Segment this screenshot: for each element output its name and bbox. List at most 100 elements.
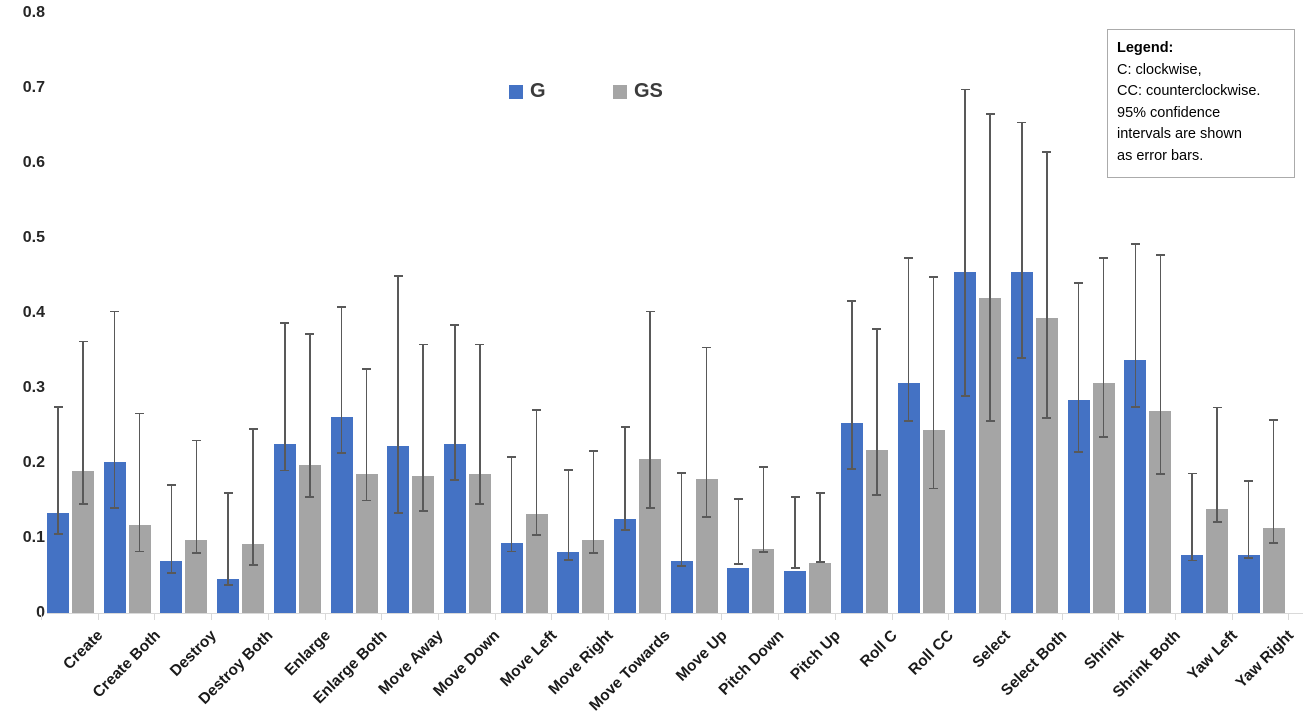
error-bar-cap-bottom: [1269, 542, 1279, 545]
bar-gs-shrink: [1092, 382, 1115, 613]
series-legend-entry-g: G: [509, 80, 546, 103]
bar-g-move-up: [670, 561, 693, 613]
error-bar-cap-bottom: [645, 507, 655, 509]
error-bar-cap-bottom: [929, 487, 938, 490]
x-axis-tick-mark: [97, 614, 99, 620]
error-bar-line: [252, 429, 254, 565]
legend-annotation-box: Legend: C: clockwise, CC: counterclockwi…: [1107, 29, 1295, 178]
error-bar-cap-top: [563, 468, 573, 471]
error-bar-cap-top: [223, 492, 233, 494]
error-bar-cap-top: [110, 310, 120, 313]
bar-gs-yaw-right: [1262, 527, 1285, 613]
x-axis-tick-mark: [154, 614, 156, 620]
error-bar-cap-top: [507, 456, 517, 458]
error-bar-line: [510, 457, 513, 552]
error-bar-cap-top: [1074, 282, 1084, 284]
bar-g-move-away: [387, 445, 410, 613]
error-bar-line: [113, 311, 116, 508]
error-bar-cap-bottom: [248, 564, 258, 566]
error-bar-line: [737, 499, 740, 565]
error-bar-cap-top: [1155, 254, 1165, 257]
bar-gs-select: [979, 298, 1002, 613]
error-bar-line: [227, 493, 229, 586]
x-axis-tick-mark: [778, 614, 780, 620]
error-bar-cap-top: [847, 300, 857, 302]
x-category-label: Yaw Right: [1233, 627, 1298, 692]
y-tick-label: 0.1: [22, 529, 45, 546]
error-bar-cap-bottom: [191, 552, 201, 554]
error-bar-line: [422, 344, 424, 511]
x-axis-tick-mark: [834, 614, 836, 620]
error-bar-cap-bottom: [1017, 357, 1027, 359]
bar-gs-shrink-both: [1149, 410, 1172, 613]
x-category-label: Enlarge: [281, 627, 334, 680]
error-bar-line: [567, 469, 570, 560]
series-gs-marker-icon: [613, 84, 627, 99]
error-bar-cap-bottom: [815, 561, 825, 563]
error-bar-line: [284, 322, 286, 471]
bar-g-select-both: [1010, 271, 1033, 613]
error-bar-cap-top: [1099, 257, 1109, 260]
x-category-label: Yaw Left: [1184, 627, 1241, 684]
error-bar-line: [57, 406, 59, 535]
error-bar-cap-top: [337, 306, 346, 308]
error-bar-cap-top: [904, 257, 913, 260]
bar-g-pitch-up: [784, 571, 807, 613]
error-bar-line: [309, 334, 311, 497]
bar-gs-create: [72, 470, 94, 613]
bar-gs-move-away: [412, 475, 435, 613]
error-bar-cap-bottom: [393, 512, 403, 515]
y-tick-label: 0: [36, 604, 45, 621]
error-bar-line: [705, 347, 708, 517]
error-bar-line: [1102, 258, 1105, 437]
error-bar-cap-bottom: [1212, 521, 1222, 524]
error-bar-cap-bottom: [790, 567, 800, 569]
bar-g-destroy-both: [217, 578, 240, 613]
error-bar-cap-bottom: [166, 572, 176, 575]
error-bar-cap-top: [450, 324, 460, 326]
error-bar-cap-top: [248, 428, 258, 431]
bar-g-enlarge-both: [330, 416, 353, 613]
error-bar-cap-top: [1017, 121, 1027, 124]
error-bar-line: [1159, 255, 1162, 475]
x-category-label: Destroy: [167, 627, 221, 680]
error-bar-cap-top: [733, 498, 743, 500]
error-bar-cap-bottom: [1187, 559, 1197, 562]
error-bar-cap-top: [790, 495, 800, 498]
x-category-label: Shrink: [1081, 627, 1128, 674]
error-bar-line: [1272, 420, 1275, 544]
x-axis-line: [47, 613, 1303, 614]
error-bar-cap-bottom: [733, 563, 743, 566]
error-bar-cap-top: [588, 450, 598, 452]
bar-g-move-towards: [614, 519, 636, 613]
error-bar-line: [1046, 151, 1048, 418]
x-category-label: Select: [969, 627, 1014, 672]
x-category-label: Roll CC: [905, 627, 958, 679]
error-bar-cap-top: [393, 275, 403, 278]
error-bar-cap-top: [475, 343, 485, 346]
error-bar-cap-bottom: [985, 420, 995, 422]
x-axis-tick-mark: [1004, 614, 1006, 620]
error-bar-cap-bottom: [362, 499, 371, 502]
error-bar-cap-top: [985, 113, 995, 116]
bar-gs-yaw-left: [1206, 508, 1228, 613]
error-bar-cap-top: [362, 368, 371, 371]
bar-g-roll-c: [840, 423, 863, 613]
error-bar-line: [649, 311, 651, 508]
error-bar-line: [535, 409, 538, 535]
error-bar-cap-bottom: [563, 558, 573, 561]
error-bar-line: [1191, 473, 1193, 561]
error-bar-line: [170, 484, 173, 574]
bar-gs-move-left: [525, 514, 548, 613]
x-category-label: Move Up: [672, 627, 731, 685]
legend-annotation-line: intervals are shown: [1117, 126, 1242, 142]
error-bar-line: [454, 325, 456, 481]
y-tick-label: 0.6: [22, 154, 45, 171]
x-axis-tick-mark: [1288, 614, 1290, 620]
error-bar-line: [680, 472, 683, 566]
error-bar-cap-bottom: [872, 494, 882, 497]
bar-gs-select-both: [1035, 318, 1058, 613]
legend-annotation-line: 95% confidence: [1117, 104, 1221, 121]
